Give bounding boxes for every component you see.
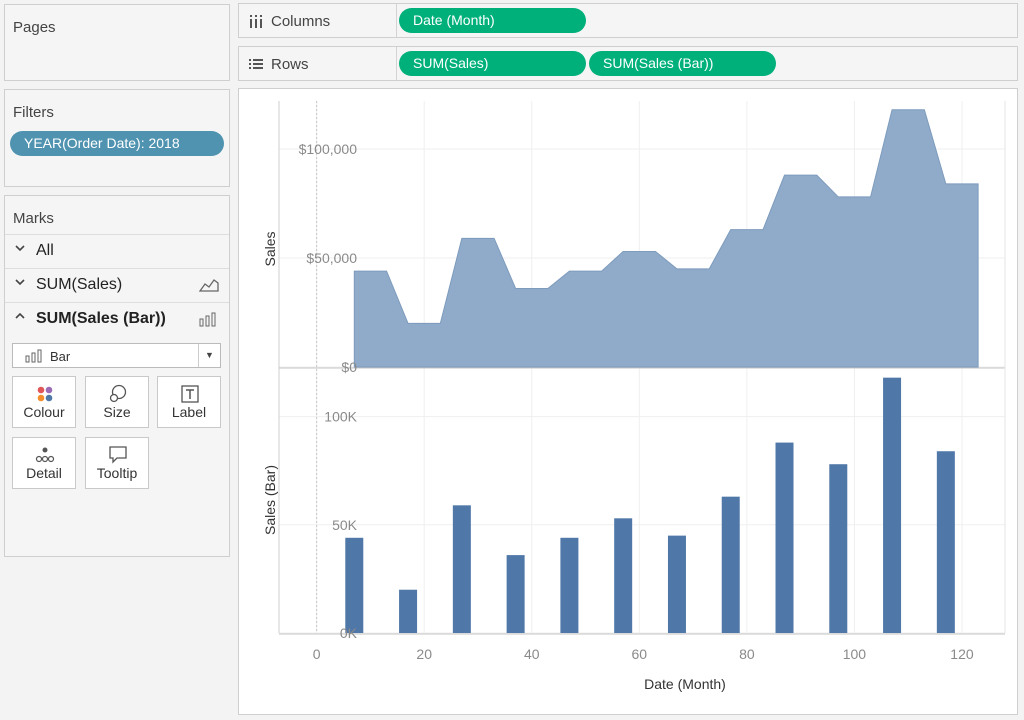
bar: [667, 535, 686, 633]
y-axis-title-sales: Sales: [262, 231, 278, 266]
y-tick-label: $0: [341, 359, 357, 375]
marks-item-sum-sales-bar[interactable]: SUM(Sales (Bar)): [5, 302, 229, 335]
filter-pill-year[interactable]: YEAR(Order Date): 2018: [10, 131, 224, 156]
bar-chart-icon: [199, 311, 219, 332]
mark-type-label: Bar: [50, 349, 71, 364]
bar: [829, 464, 848, 633]
pages-card[interactable]: Pages: [4, 4, 230, 81]
x-tick-label: 60: [632, 646, 648, 662]
bar: [560, 537, 579, 633]
x-tick-label: 100: [843, 646, 867, 662]
label-button[interactable]: Label: [157, 376, 221, 428]
marks-item-all[interactable]: All: [5, 234, 229, 267]
x-tick-label: 80: [739, 646, 755, 662]
chevron-down-icon[interactable]: ▼: [198, 344, 220, 367]
y-tick-label: 100K: [324, 409, 357, 425]
chart-canvas: $0 $50,000 $100,000 0K 50K 100K 0 20 40 60 80 100 12…: [262, 101, 1006, 692]
size-circles-icon: [108, 384, 128, 407]
pages-title: Pages: [13, 19, 56, 36]
chevron-down-icon[interactable]: [14, 242, 26, 257]
marks-item-label: SUM(Sales (Bar)): [36, 310, 166, 327]
y-tick-label: $100,000: [299, 141, 358, 157]
detail-button[interactable]: Detail: [12, 437, 76, 489]
area-series-sales: [353, 109, 979, 368]
marks-item-label: All: [36, 242, 54, 259]
tooltip-bubble-icon: [108, 445, 128, 468]
label-label: Label: [171, 404, 207, 420]
size-button[interactable]: Size: [85, 376, 149, 428]
detail-dots-icon: [35, 445, 55, 468]
bar-chart-icon: [25, 349, 45, 366]
y-axis-title-sales-bar: Sales (Bar): [262, 465, 278, 535]
marks-title: Marks: [13, 210, 54, 227]
bar: [452, 505, 471, 633]
bar: [883, 377, 902, 633]
columns-shelf[interactable]: Columns Date (Month): [238, 3, 1018, 38]
x-tick-label: 20: [416, 646, 432, 662]
bar: [399, 589, 418, 633]
bar: [506, 555, 525, 633]
chevron-up-icon[interactable]: [14, 310, 26, 325]
tooltip-label: Tooltip: [96, 465, 138, 481]
rows-label: Rows: [271, 56, 309, 73]
mark-type-dropdown[interactable]: Bar ▼: [12, 343, 221, 368]
y-tick-label: 50K: [332, 517, 358, 533]
colour-label: Colour: [23, 404, 65, 420]
x-tick-label: 40: [524, 646, 540, 662]
bar: [614, 518, 633, 633]
shelf-divider: [396, 4, 397, 37]
x-tick-label: 120: [950, 646, 974, 662]
colour-dots-icon: [35, 384, 55, 407]
marks-item-sum-sales[interactable]: SUM(Sales): [5, 268, 229, 301]
x-tick-label: 0: [313, 646, 321, 662]
y-tick-label: 0K: [340, 625, 358, 641]
filters-title: Filters: [13, 104, 54, 121]
x-axis-title: Date (Month): [644, 676, 726, 692]
columns-icon: [248, 13, 264, 34]
rows-shelf[interactable]: Rows SUM(Sales) SUM(Sales (Bar)): [238, 46, 1018, 81]
label-t-icon: [180, 384, 200, 407]
size-label: Size: [103, 404, 131, 420]
marks-item-label: SUM(Sales): [36, 276, 123, 293]
area-chart-icon: [198, 277, 219, 298]
columns-label: Columns: [271, 13, 331, 30]
bar: [345, 537, 364, 633]
rows-icon: [248, 56, 264, 77]
viz-area[interactable]: $0 $50,000 $100,000 0K 50K 100K 0 20 40 60 80 100 12…: [238, 88, 1018, 715]
rows-pill-sum-sales-bar[interactable]: SUM(Sales (Bar)): [589, 51, 776, 76]
rows-pill-sum-sales[interactable]: SUM(Sales): [399, 51, 586, 76]
detail-label: Detail: [26, 465, 62, 481]
shelf-divider: [396, 47, 397, 80]
tooltip-button[interactable]: Tooltip: [85, 437, 149, 489]
columns-pill-date-month[interactable]: Date (Month): [399, 8, 586, 33]
chevron-down-icon[interactable]: [14, 276, 26, 291]
bar: [936, 451, 955, 633]
y-tick-label: $50,000: [306, 250, 357, 266]
bar: [775, 442, 794, 633]
bar: [721, 496, 740, 633]
colour-button[interactable]: Colour: [12, 376, 76, 428]
